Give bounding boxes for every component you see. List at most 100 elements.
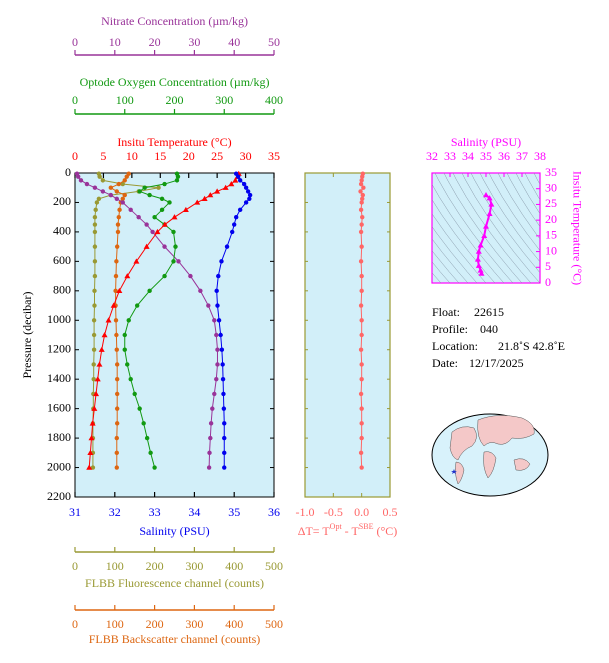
y-axis-label: Insitu Temperature (°C) [570, 171, 584, 285]
data-point [358, 303, 364, 308]
x-axis-label-part: (°C) [373, 524, 397, 538]
data-point [154, 228, 161, 235]
data-point [243, 200, 249, 205]
y-tick-label: 1000 [47, 312, 71, 326]
data-point [93, 390, 100, 397]
data-point [92, 288, 97, 294]
x-tick-label: 500 [265, 617, 283, 631]
x-axis-label: Nitrate Concentration (µm/kg) [101, 14, 248, 28]
data-point [245, 189, 251, 194]
data-point [247, 192, 253, 198]
y-tick-label: 1600 [47, 400, 71, 414]
data-point [122, 332, 127, 338]
data-point [86, 464, 93, 470]
data-point [222, 450, 227, 456]
density-contour [432, 226, 478, 283]
data-point [222, 435, 227, 441]
data-point [122, 178, 127, 183]
density-contour [434, 173, 514, 283]
density-contour [488, 173, 540, 252]
data-point [141, 421, 146, 426]
data-point [114, 376, 120, 382]
info-value: 22615 [474, 305, 504, 319]
data-point [137, 189, 142, 194]
x-tick-label: 34 [188, 505, 200, 519]
data-point [171, 214, 178, 220]
data-point [359, 421, 364, 426]
data-point [358, 207, 364, 213]
data-point [122, 347, 127, 352]
data-point [100, 178, 106, 183]
info-value: 040 [480, 322, 498, 336]
data-point [94, 376, 101, 382]
density-contour [533, 173, 540, 185]
data-point [235, 174, 241, 179]
data-point [91, 332, 97, 338]
x-tick-label: 300 [215, 93, 233, 107]
data-point [201, 195, 208, 201]
data-point [207, 192, 214, 198]
data-point [114, 189, 119, 194]
data-point [478, 270, 485, 276]
x-tick-label: 5 [100, 149, 106, 163]
density-contour [461, 173, 540, 283]
data-point [214, 332, 219, 338]
data-point [92, 244, 98, 249]
data-point [173, 244, 178, 249]
data-point [133, 258, 140, 264]
data-point [359, 222, 364, 227]
data-point [143, 243, 150, 249]
x-axis-label: FLBB Fluorescence channel (counts) [85, 576, 264, 590]
world-map [431, 413, 549, 497]
data-point [215, 362, 220, 367]
data-point [475, 248, 482, 254]
data-point [144, 435, 150, 441]
y-tick-label: 30 [545, 180, 557, 194]
data-point [116, 287, 123, 294]
info-label: Date: [432, 356, 458, 370]
data-point [128, 207, 133, 213]
data-point [182, 206, 189, 213]
data-point [91, 405, 98, 411]
data-point [241, 181, 247, 187]
x-tick-label: 35 [480, 149, 492, 163]
data-point [221, 391, 226, 397]
x-axis-label-part: Opt [330, 522, 343, 531]
data-point [113, 288, 118, 294]
x-tick-label: 30 [240, 149, 252, 163]
data-point [483, 223, 489, 229]
x-tick-label: 0 [72, 559, 78, 573]
data-point [148, 450, 153, 456]
x-tick-label: 25 [211, 149, 223, 163]
data-point [219, 259, 224, 264]
data-point [134, 303, 140, 308]
x-tick-label: 36 [268, 505, 280, 519]
data-point [115, 229, 121, 235]
y-tick-label: 600 [53, 253, 71, 267]
density-contour [479, 173, 540, 263]
data-point [359, 273, 364, 279]
y-tick-label: 15 [545, 228, 557, 242]
x-tick-label: 34 [462, 149, 474, 163]
data-point [91, 318, 97, 323]
data-point [237, 207, 243, 213]
data-point [188, 273, 193, 279]
data-point [92, 185, 98, 190]
density-contour [524, 173, 540, 201]
data-point [115, 222, 121, 227]
data-point [122, 192, 127, 198]
data-point [358, 391, 364, 397]
data-point [198, 288, 203, 294]
data-point [87, 449, 94, 456]
data-point [167, 200, 172, 205]
data-point [105, 317, 112, 323]
x-tick-label: 20 [149, 35, 161, 49]
info-label: Float: [432, 305, 460, 319]
data-point [96, 196, 102, 201]
data-point [358, 347, 364, 352]
x-tick-label: 20 [183, 149, 195, 163]
data-point [117, 207, 122, 213]
data-point [233, 214, 239, 220]
y-tick-label: 0 [65, 165, 71, 179]
x-tick-label: 0.0 [354, 505, 369, 519]
